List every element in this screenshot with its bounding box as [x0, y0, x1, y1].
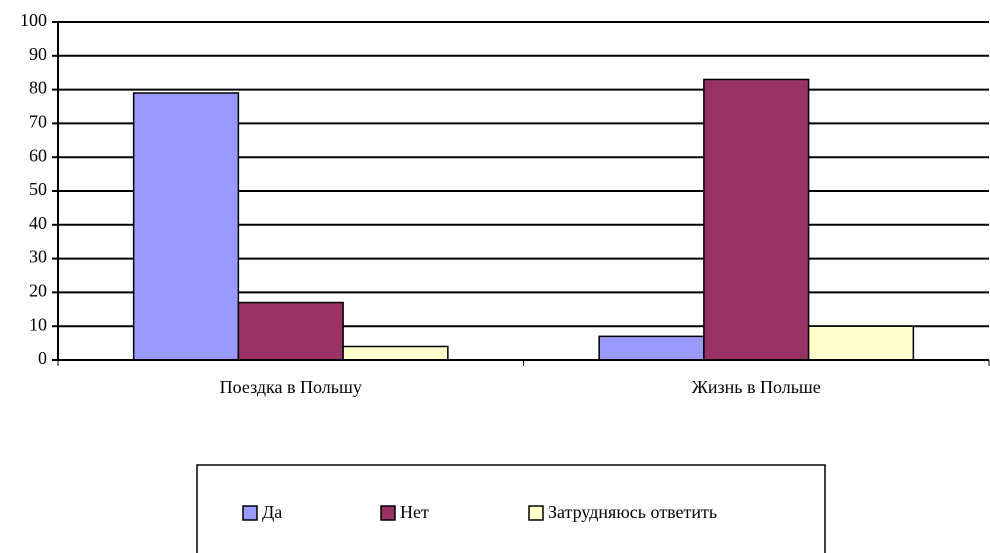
y-tick-label: 10	[29, 314, 47, 334]
y-tick-label: 20	[29, 281, 47, 301]
y-tick-label: 80	[29, 78, 47, 98]
bar	[237, 301, 344, 361]
y-tick-label: 90	[29, 44, 47, 64]
legend-swatch	[242, 505, 258, 521]
y-tick-label: 70	[29, 112, 47, 132]
y-tick-label: 100	[20, 10, 47, 30]
legend-swatch	[528, 505, 544, 521]
bar	[807, 325, 915, 361]
bar	[598, 335, 705, 361]
legend-label: Да	[262, 502, 282, 522]
bar	[342, 345, 449, 361]
x-tick-label: Поездка в Польшу	[220, 377, 362, 397]
legend-label: Нет	[400, 502, 429, 522]
y-tick-label: 0	[38, 348, 47, 368]
y-tick-label: 40	[29, 213, 47, 233]
y-tick-label: 50	[29, 179, 47, 199]
bar	[703, 78, 810, 361]
legend-swatch	[380, 505, 396, 521]
bar	[132, 92, 240, 361]
y-tick-label: 60	[29, 145, 47, 165]
legend-label: Затрудняюсь ответить	[548, 502, 717, 522]
y-tick-label: 30	[29, 247, 47, 267]
x-tick-label: Жизнь в Польше	[692, 377, 821, 397]
legend-box	[196, 464, 826, 553]
